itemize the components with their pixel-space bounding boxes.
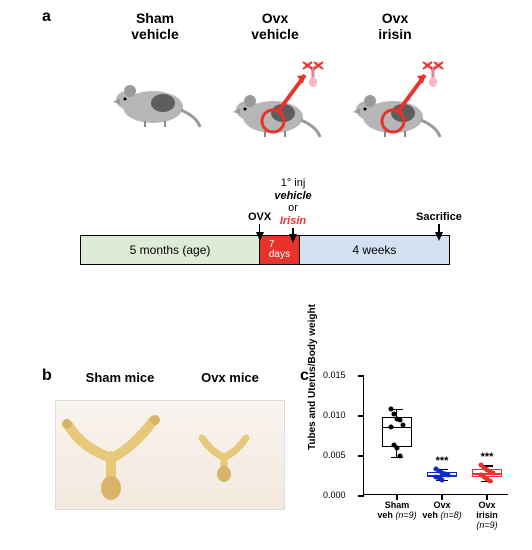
data-point [488, 478, 493, 483]
chart-area: Shamveh (n=9)***Ovxveh (n=8)***Ovxirisin… [363, 375, 508, 495]
inj-or: or [268, 202, 318, 215]
mouse-sham [105, 55, 205, 135]
significance-stars: *** [472, 451, 502, 463]
inj-l1: 1° inj [268, 177, 318, 190]
ytick [358, 415, 364, 417]
timeline-seg-1: 5 months (age) [81, 236, 260, 264]
x-axis-label: Ovxirisin (n=9) [465, 501, 509, 531]
mouse-ovx-irisin [345, 55, 445, 135]
data-point [389, 406, 394, 411]
inj-l2: vehicle [268, 190, 318, 203]
data-point [491, 471, 496, 476]
panel-a-label: a [42, 8, 51, 26]
group-1-line1: Sham [136, 10, 174, 26]
data-point [446, 473, 451, 478]
group-1-line2: vehicle [131, 26, 178, 42]
group-1-header: Sham vehicle [105, 10, 205, 42]
ytick [358, 495, 364, 497]
ytick [358, 375, 364, 377]
group-2-line2: vehicle [251, 26, 298, 42]
timeline: OVX 1° inj vehicle or Irisin Sacrifice 5… [80, 235, 470, 265]
ytick-label: 0.005 [323, 450, 346, 460]
group-3-line1: Ovx [382, 10, 408, 26]
panel-b-label: b [42, 367, 52, 385]
group-3-line2: irisin [378, 26, 411, 42]
timeline-inj-label: 1° inj vehicle or Irisin [268, 177, 318, 246]
x-axis-label: Ovxveh (n=8) [420, 501, 464, 521]
ytick [358, 455, 364, 457]
tissue-photo [55, 400, 285, 510]
group-2-header: Ovx vehicle [225, 10, 325, 42]
mouse-ovx-vehicle [225, 55, 325, 135]
x-axis-label: Shamveh (n=9) [375, 501, 419, 521]
ovx-title-text: Ovx mice [201, 370, 259, 385]
significance-stars: *** [427, 455, 457, 467]
group-3-header: Ovx irisin [345, 10, 445, 42]
group-2-line1: Ovx [262, 10, 288, 26]
sham-title-text: Sham mice [86, 370, 155, 385]
sacrifice-text: Sacrifice [416, 211, 462, 224]
inj-l3: Irisin [268, 215, 318, 228]
data-point [395, 445, 400, 450]
ytick-label: 0.000 [323, 490, 346, 500]
chart: Tubes and Uterus/Body weight Shamveh (n=… [315, 370, 520, 540]
data-point [440, 477, 445, 482]
ytick-label: 0.015 [323, 370, 346, 380]
chart-ylabel: Tubes and Uterus/Body weight [307, 304, 318, 450]
data-point [389, 425, 394, 430]
photo-sham-title: Sham mice [80, 370, 160, 385]
ytick-label: 0.010 [323, 410, 346, 420]
photo-ovx-title: Ovx mice [190, 370, 270, 385]
timeline-sacrifice-label: Sacrifice [416, 211, 462, 244]
data-point [401, 422, 406, 427]
data-point [398, 453, 403, 458]
